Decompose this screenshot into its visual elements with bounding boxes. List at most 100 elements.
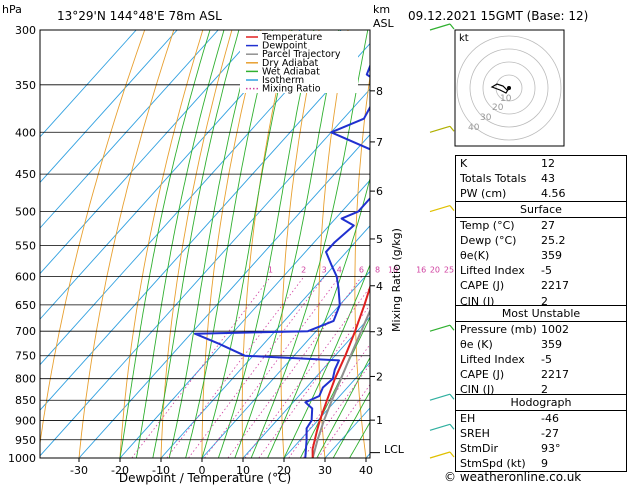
- dry-adiabat-line: [78, 30, 175, 458]
- axes: 1 2 3 4 6 8 10 16 20 2530035040045050055060065070…: [8, 23, 455, 477]
- surface-title: Surface: [456, 202, 626, 219]
- temperature-line: [311, 284, 370, 458]
- x-tick-label: -20: [111, 464, 129, 477]
- hodograph-ring: [482, 61, 536, 115]
- legend-entry: Dewpoint: [262, 41, 307, 52]
- surface-label: CAPE (J): [460, 279, 505, 293]
- km-tick-label: 8: [376, 85, 383, 98]
- pressure-tick-label: 300: [15, 24, 36, 37]
- hodograph-unit: kt: [459, 33, 469, 44]
- mixing-ratio-tick-label: 8: [375, 265, 380, 274]
- hodograph-ring-label: 30: [480, 113, 492, 123]
- wind-barb-icon: [429, 393, 451, 401]
- pressure-tick-label: 850: [15, 394, 36, 407]
- location-title: 13°29'N 144°48'E 78m ASL: [57, 9, 222, 23]
- isotherm-line: [40, 30, 301, 320]
- wet-adiabat-line: [316, 356, 370, 458]
- hodograph-params-title: Hodograph: [456, 395, 626, 412]
- most-unstable-label: CIN (J): [460, 383, 495, 397]
- pressure-tick-label: 450: [15, 168, 36, 181]
- surface-value: 359: [541, 249, 562, 263]
- isotherm-line: [160, 225, 370, 458]
- surface-label: Temp (°C): [460, 219, 515, 233]
- most-unstable-row: Pressure (mb) 1002: [456, 322, 626, 337]
- dry-adiabat-line: [424, 30, 448, 458]
- background-lines: [40, 30, 448, 458]
- most-unstable-value: 2: [541, 383, 548, 397]
- x-axis-label: Dewpoint / Temperature (°C): [119, 471, 291, 485]
- x-tick-label: 30: [318, 464, 332, 477]
- hodograph-param-row: SREH -27: [456, 426, 626, 441]
- surface-value: 2217: [541, 279, 569, 293]
- wind-barb-feather: [449, 393, 455, 400]
- hodograph-param-value: 93°: [541, 442, 561, 456]
- pressure-tick-label: 400: [15, 126, 36, 139]
- isotherm-line: [40, 30, 178, 184]
- mixing-ratio-line: [303, 363, 370, 458]
- legend-entry: Parcel Trajectory: [262, 49, 341, 60]
- hodograph-param-value: -46: [541, 412, 559, 426]
- pressure-tick-label: 700: [15, 325, 36, 338]
- mixing-ratio-line: [258, 304, 370, 458]
- surface-panel: Surface Temp (°C) 27 Dewp (°C) 25.2 θe(K) 359…: [455, 201, 627, 310]
- mixing-ratio-tick-label: 20: [430, 265, 440, 274]
- hodograph-param-row: EH -46: [456, 411, 626, 426]
- hodograph-ring: [456, 35, 562, 141]
- x-tick-label: 0: [199, 464, 206, 477]
- surface-label: Dewp (°C): [460, 234, 517, 248]
- isotherm-line: [40, 30, 219, 229]
- hodograph-param-label: StmSpd (kt): [460, 457, 526, 471]
- datetime-title: 09.12.2021 15GMT (Base: 12): [408, 9, 588, 23]
- pressure-tick-label: 350: [15, 79, 36, 92]
- isotherm-line: [40, 88, 370, 457]
- k-index-label: K: [460, 157, 468, 170]
- surface-label: θe(K): [460, 249, 490, 263]
- pressure-tick-label: 800: [15, 373, 36, 386]
- isotherm-line: [201, 270, 370, 458]
- totals-value: 43: [541, 172, 555, 186]
- hodograph-trace: [490, 83, 510, 94]
- wind-barb-icon: [429, 205, 451, 213]
- hodograph-ring: [469, 48, 549, 128]
- legend-entry: Isotherm: [262, 75, 304, 86]
- pressure-tick-label: 950: [15, 434, 36, 447]
- surface-row: CIN (J) 2: [456, 294, 626, 309]
- wind-barb-icon: [429, 423, 451, 431]
- hodograph-param-label: EH: [460, 412, 476, 426]
- legend-entry: Mixing Ratio: [262, 84, 321, 95]
- pressure-tick-label: 600: [15, 270, 36, 283]
- pressure-tick-label: 650: [15, 299, 36, 312]
- plot-frame: [39, 29, 371, 459]
- surface-value: 2: [541, 294, 548, 308]
- pressure-unit: hPa: [2, 3, 22, 16]
- mixing-ratio-line: [227, 276, 363, 458]
- asl-label: ASL: [373, 17, 395, 30]
- profiles: [193, 63, 370, 458]
- km-tick-label: 7: [376, 136, 383, 149]
- totals-label: Totals Totals: [460, 172, 527, 186]
- x-tick-label: -30: [70, 464, 88, 477]
- km-tick-label: 3: [376, 326, 383, 339]
- isotherm-line: [40, 30, 137, 138]
- pressure-tick-label: 1000: [8, 452, 36, 465]
- pw-label: PW (cm): [460, 187, 507, 201]
- surface-label: CIN (J): [460, 294, 495, 308]
- pressure-tick-label: 900: [15, 415, 36, 428]
- surface-value: 25.2: [541, 234, 566, 248]
- hodograph-ring-label: 10: [500, 94, 512, 104]
- mixing-ratio-line: [188, 276, 326, 458]
- dry-adiabat-line: [40, 30, 146, 447]
- dry-adiabat-line: [119, 30, 204, 458]
- hodograph-param-row: StmSpd (kt) 9: [456, 456, 626, 471]
- indices-panel: K 12 Totals Totals 43 PW (cm) 4.56: [455, 155, 627, 203]
- surface-value: 27: [541, 219, 555, 233]
- most-unstable-row: Lifted Index -5: [456, 352, 626, 367]
- isotherm-line: [242, 316, 370, 458]
- wind-barb-feather: [449, 125, 455, 132]
- most-unstable-label: CAPE (J): [460, 368, 505, 382]
- mixing-ratio-tick-label: 2: [301, 265, 306, 274]
- hodograph-param-label: StmDir: [460, 442, 499, 456]
- dewpoint-line: [193, 63, 370, 458]
